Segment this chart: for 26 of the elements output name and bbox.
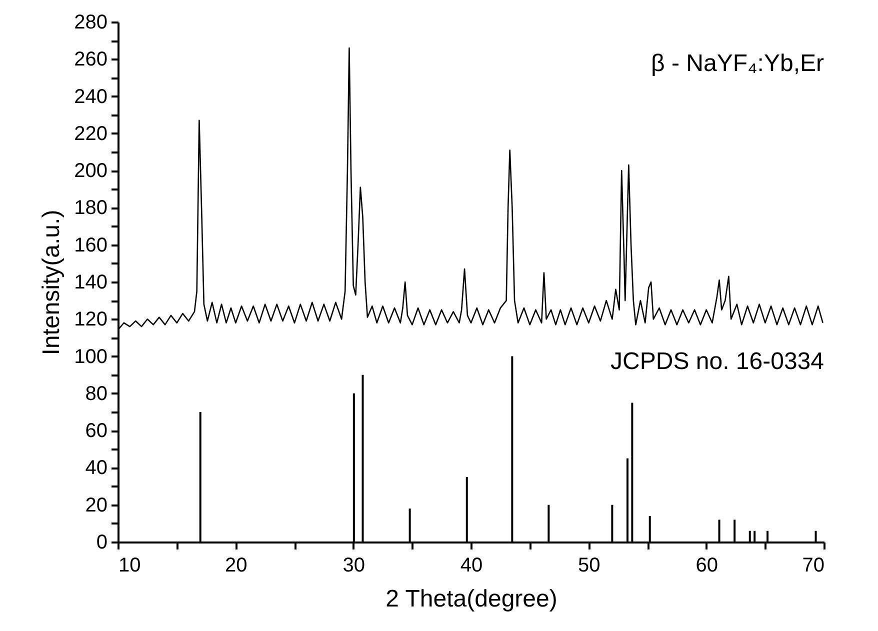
x-tick-label: 40	[460, 554, 483, 576]
y-axis-title: Intensity(a.u.)	[38, 210, 66, 356]
y-tick-label: 100	[74, 346, 108, 368]
y-tick-label: 0	[96, 532, 108, 554]
y-tick-label: 280	[74, 12, 108, 34]
y-tick-label: 40	[85, 457, 108, 480]
x-axis-title: 2 Theta(degree)	[386, 586, 558, 612]
y-tick-label: 120	[74, 308, 108, 331]
y-tick-label: 260	[74, 48, 108, 71]
annotation: JCPDS no. 16-0334	[610, 348, 824, 375]
x-tick-label: 50	[578, 554, 600, 576]
y-tick-label: 160	[74, 234, 108, 256]
y-tick-label: 140	[74, 272, 108, 294]
y-tick-label: 180	[74, 197, 108, 220]
y-tick-label: 220	[74, 122, 108, 145]
annotation: β - NaYF₄:Yb,Er	[651, 50, 824, 77]
y-tick-label: 200	[74, 160, 108, 182]
y-tick-label: 20	[85, 494, 108, 516]
y-tick-label: 240	[74, 86, 108, 108]
x-tick-label: 30	[342, 554, 365, 576]
x-tick-label: 70	[802, 554, 824, 576]
y-tick-label: 60	[85, 420, 108, 442]
y-tick-label: 80	[85, 382, 108, 405]
x-tick-label: 20	[225, 554, 248, 576]
x-tick-label: 10	[118, 554, 141, 576]
x-tick-label: 60	[696, 554, 718, 576]
